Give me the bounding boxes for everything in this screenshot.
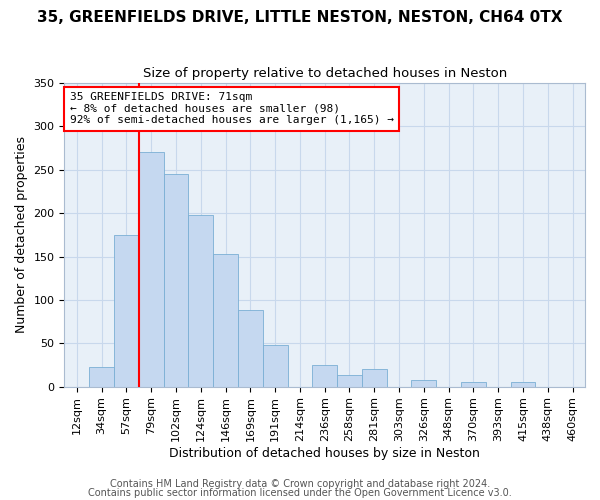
- X-axis label: Distribution of detached houses by size in Neston: Distribution of detached houses by size …: [169, 447, 480, 460]
- Bar: [238, 310, 263, 386]
- Bar: [412, 380, 436, 386]
- Text: 35, GREENFIELDS DRIVE, LITTLE NESTON, NESTON, CH64 0TX: 35, GREENFIELDS DRIVE, LITTLE NESTON, NE…: [37, 10, 563, 25]
- Text: Contains HM Land Registry data © Crown copyright and database right 2024.: Contains HM Land Registry data © Crown c…: [110, 479, 490, 489]
- Bar: [114, 235, 139, 386]
- Bar: [139, 152, 164, 386]
- Bar: [511, 382, 535, 386]
- Bar: [337, 374, 362, 386]
- Bar: [263, 345, 287, 387]
- Bar: [461, 382, 486, 386]
- Bar: [313, 365, 337, 386]
- Bar: [164, 174, 188, 386]
- Title: Size of property relative to detached houses in Neston: Size of property relative to detached ho…: [143, 68, 507, 80]
- Bar: [362, 368, 386, 386]
- Bar: [89, 367, 114, 386]
- Text: Contains public sector information licensed under the Open Government Licence v3: Contains public sector information licen…: [88, 488, 512, 498]
- Y-axis label: Number of detached properties: Number of detached properties: [15, 136, 28, 334]
- Bar: [213, 254, 238, 386]
- Bar: [188, 215, 213, 386]
- Text: 35 GREENFIELDS DRIVE: 71sqm
← 8% of detached houses are smaller (98)
92% of semi: 35 GREENFIELDS DRIVE: 71sqm ← 8% of deta…: [70, 92, 394, 126]
